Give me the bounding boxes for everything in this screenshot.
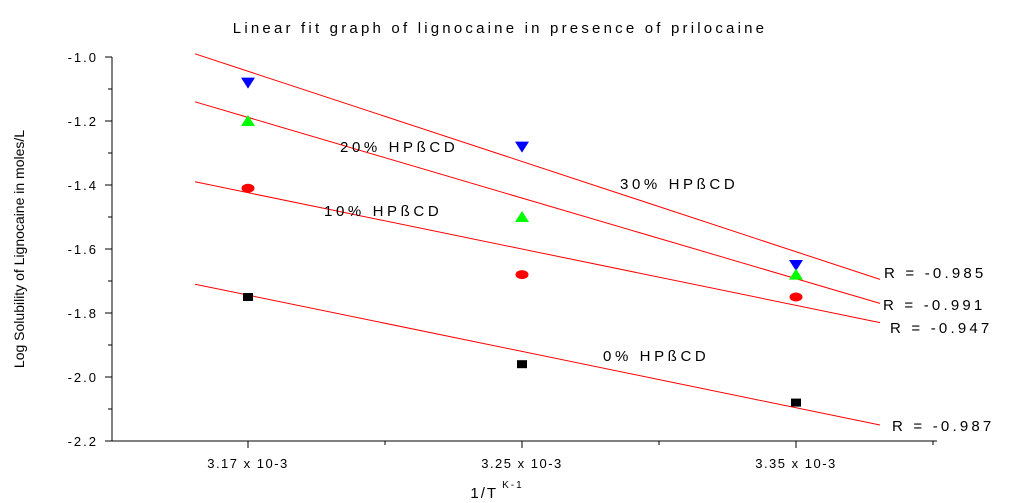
x-tick-label: 3.35 x 10-3 (755, 456, 837, 471)
y-tick-label: -1.0 (68, 50, 98, 65)
annotations: 30% HPßCD 20% HPßCD 10% HPßCD 0% HPßCD R… (324, 139, 994, 435)
y-tick-label: -2.2 (68, 434, 98, 449)
chart-title: Linear fit graph of lignocaine in presen… (233, 20, 767, 37)
x-axis-label-main: 1/T (470, 485, 498, 502)
y-tick-label: -2.0 (68, 370, 98, 385)
marker-triangle-up (789, 268, 803, 280)
y-tick-label: -1.4 (68, 178, 98, 193)
marker-triangle-down (241, 77, 255, 89)
x-ticks: 3.17 x 10-3 3.25 x 10-3 3.35 x 10-3 (207, 441, 934, 471)
marker-circle (515, 270, 529, 280)
y-tick-label: -1.2 (68, 114, 98, 129)
fit-line-s0 (194, 283, 881, 426)
fit-line-s10 (194, 181, 881, 324)
x-axis-label-superscript: K-1 (502, 480, 524, 491)
annotation-0-percent: 0% HPßCD (603, 348, 709, 365)
fit-line-s30 (194, 53, 881, 280)
marker-triangle-up (515, 211, 529, 222)
data-points (241, 77, 803, 407)
marker-square (517, 360, 527, 369)
marker-triangle-down (515, 141, 529, 153)
y-axis-label: Log Solubility of Lignocaine in moles/L (11, 130, 27, 368)
r-value-0-percent: R = -0.987 (892, 418, 994, 435)
marker-square (791, 398, 801, 407)
axes (111, 57, 937, 442)
marker-square (243, 293, 253, 301)
y-tick-label: -1.8 (68, 306, 98, 321)
r-value-30-percent: R = -0.985 (884, 265, 986, 282)
x-tick-label: 3.25 x 10-3 (481, 456, 563, 471)
y-ticks: -1.0 -1.2 -1.4 -1.6 -1.8 -2.0 -2.2 (68, 50, 112, 449)
annotation-20-percent: 20% HPßCD (340, 139, 458, 156)
fit-lines (194, 53, 881, 426)
x-tick-label: 3.17 x 10-3 (207, 456, 289, 471)
marker-circle (789, 292, 803, 302)
fit-line-s20 (194, 101, 881, 304)
r-value-10-percent: R = -0.947 (890, 320, 992, 337)
annotation-10-percent: 10% HPßCD (324, 203, 442, 220)
y-tick-label: -1.6 (68, 242, 98, 257)
annotation-30-percent: 30% HPßCD (620, 176, 738, 193)
r-value-20-percent: R = -0.991 (883, 297, 985, 314)
x-axis-label: 1/T K-1 (470, 480, 523, 502)
marker-triangle-down (789, 260, 803, 271)
marker-triangle-up (241, 115, 255, 126)
marker-circle (241, 183, 255, 193)
